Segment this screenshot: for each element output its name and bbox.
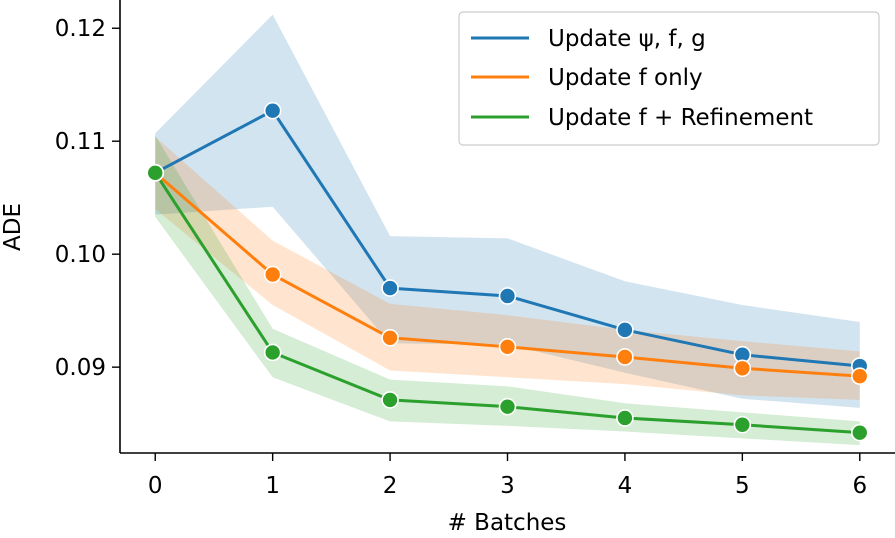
x-tick-label-0: 0 (148, 473, 163, 499)
point-update-f-only-1 (263, 265, 282, 284)
point-update-f-refinement-4 (616, 409, 634, 427)
point-update-psi-f-g-2 (381, 279, 399, 297)
y-axis-ticks: 0.09 0.10 0.11 0.12 (55, 16, 120, 381)
x-tick-label-6: 6 (852, 473, 867, 499)
legend-label-update-f-refinement: Update f + Refinement (548, 105, 813, 131)
x-tick-label-3: 3 (500, 473, 515, 499)
series-points (146, 101, 869, 442)
y-tick-label-2: 0.11 (55, 129, 106, 155)
point-update-f-refinement-0 (146, 164, 165, 182)
x-tick-label-4: 4 (618, 473, 633, 499)
point-update-f-only-2 (381, 328, 399, 347)
x-axis-label: # Batches (448, 510, 567, 536)
legend-label-update-psi-f-g: Update ψ, f, g (548, 26, 706, 52)
point-update-psi-f-g-3 (498, 287, 517, 305)
point-update-f-only-3 (498, 338, 517, 356)
point-update-psi-f-g-1 (263, 101, 282, 120)
point-update-f-only-4 (616, 348, 634, 366)
x-axis-ticks: 0 1 2 3 4 5 6 (148, 453, 867, 499)
point-update-f-only-6 (850, 367, 869, 385)
legend-box (458, 11, 880, 146)
confidence-bands (155, 14, 860, 446)
point-update-f-refinement-6 (850, 423, 869, 442)
band-update-psi-f-g (155, 14, 860, 408)
point-update-f-refinement-2 (381, 391, 399, 409)
x-tick-label-1: 1 (265, 473, 280, 499)
point-update-f-only-5 (733, 359, 752, 378)
y-axis-label: ADE (0, 203, 26, 251)
band-update-f-only (155, 136, 860, 400)
legend-label-update-f-only: Update f only (548, 65, 703, 91)
band-update-f-refinement (155, 135, 860, 446)
point-update-f-refinement-3 (498, 397, 517, 416)
point-update-f-refinement-5 (733, 415, 752, 434)
x-tick-label-5: 5 (735, 473, 750, 499)
point-update-f-refinement-1 (263, 343, 282, 362)
y-tick-label-1: 0.10 (55, 242, 106, 268)
y-tick-label-0: 0.09 (55, 355, 106, 381)
x-tick-label-2: 2 (383, 473, 398, 499)
y-tick-label-3: 0.12 (55, 16, 106, 42)
legend: Update ψ, f, g Update f only Update f + … (458, 11, 880, 146)
point-update-psi-f-g-4 (616, 321, 634, 339)
